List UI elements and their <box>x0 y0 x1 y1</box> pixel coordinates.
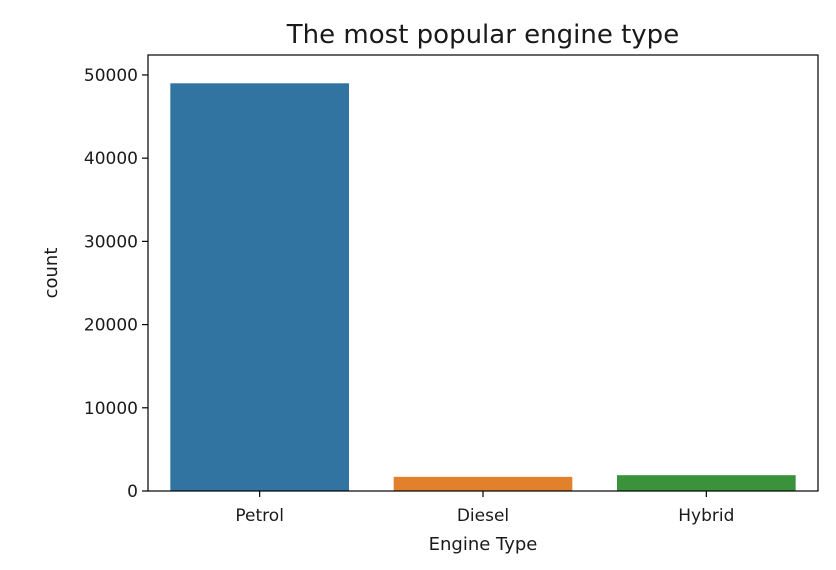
y-tick-label: 40000 <box>84 149 138 169</box>
bar-diesel <box>393 476 573 491</box>
y-axis-ticks: 0 10000 20000 30000 40000 50000 <box>84 66 148 502</box>
y-tick-label: 30000 <box>84 232 138 252</box>
x-tick-label-petrol: Petrol <box>235 506 284 526</box>
bars-group <box>170 83 796 492</box>
chart-title: The most popular engine type <box>286 20 679 50</box>
bar-hybrid <box>617 475 796 491</box>
y-tick-label: 0 <box>127 482 138 502</box>
plot-frame <box>147 54 819 492</box>
y-tick-label: 10000 <box>84 399 138 419</box>
x-axis-ticks: Petrol Diesel Hybrid <box>235 491 734 526</box>
y-tick-label: 20000 <box>84 316 138 336</box>
x-axis-label: Engine Type <box>429 534 538 555</box>
x-tick-label-hybrid: Hybrid <box>678 506 734 526</box>
x-tick-label-diesel: Diesel <box>457 506 509 526</box>
bar-petrol <box>170 83 349 492</box>
y-axis-label: count <box>41 248 62 299</box>
y-tick-label: 50000 <box>84 66 138 86</box>
